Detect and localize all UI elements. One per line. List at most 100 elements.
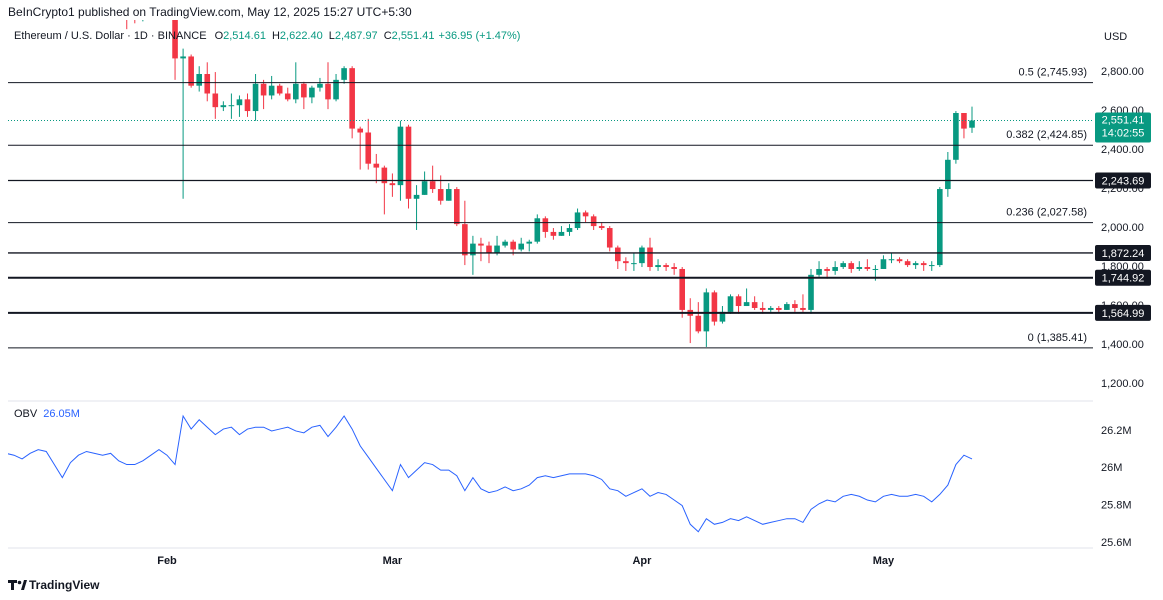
- footer-brand: TradingView: [29, 578, 100, 592]
- candle-body: [824, 268, 830, 271]
- candle-body: [244, 99, 251, 112]
- obv-line: [8, 414, 973, 533]
- ohlc-value: 2,514.61: [223, 30, 266, 42]
- price-box: [1095, 244, 1151, 261]
- x-tick-label: May: [873, 555, 895, 567]
- candle-body: [574, 212, 581, 229]
- candle-body: [937, 189, 943, 266]
- candle-body: [856, 267, 863, 269]
- candle-body: [437, 189, 444, 201]
- candle-body: [928, 265, 935, 267]
- x-tick-label: Mar: [383, 555, 403, 567]
- last-price-label: 2,551.41: [1102, 114, 1145, 126]
- candle-body: [631, 263, 637, 265]
- candle-body: [309, 87, 315, 98]
- candle-body: [896, 259, 903, 262]
- candle-body: [639, 247, 645, 264]
- candle-body: [317, 83, 323, 88]
- footer-logo: [8, 580, 27, 590]
- candle-body: [888, 259, 895, 261]
- y-tick-label: 1,400.00: [1101, 339, 1144, 351]
- candle-body: [486, 245, 492, 254]
- candle-body: [236, 99, 243, 106]
- candle-body: [268, 85, 275, 96]
- candle-body: [550, 231, 557, 236]
- candle-body: [454, 189, 460, 225]
- y-tick-label: 2,000.00: [1101, 222, 1144, 234]
- candle-body: [679, 268, 685, 310]
- price-box-label: 1,564.99: [1102, 308, 1145, 320]
- candle-body: [542, 218, 549, 232]
- candle-body: [301, 83, 307, 98]
- candle-body: [776, 307, 782, 310]
- symbol: Ethereum / U.S. Dollar · 1D · BINANCE: [14, 30, 207, 42]
- candle-body: [759, 307, 766, 310]
- candle-body: [373, 163, 380, 168]
- candle-body: [864, 267, 871, 269]
- candle-body: [598, 226, 605, 229]
- candle-body: [655, 265, 661, 268]
- ohlc-key: L: [329, 30, 335, 42]
- candle-body: [751, 302, 758, 308]
- candle-body: [510, 241, 516, 250]
- price-box: [1095, 269, 1151, 286]
- candle-body: [421, 181, 428, 195]
- candle-body: [478, 243, 484, 246]
- candle-body: [606, 228, 613, 248]
- fib-label: 0.236 (2,027.58): [1006, 207, 1087, 219]
- candle-body: [969, 120, 975, 128]
- candle-body: [727, 296, 734, 312]
- y-tick-label: 2,800.00: [1101, 66, 1144, 78]
- candle-body: [767, 307, 774, 310]
- candle-body: [172, 20, 178, 59]
- candle-body: [276, 85, 283, 94]
- candle-body: [325, 83, 331, 100]
- candle-body: [582, 212, 589, 217]
- candle-body: [357, 128, 363, 133]
- candle-body: [413, 194, 420, 199]
- candle-body: [526, 241, 533, 244]
- obv-tick-label: 25.8M: [1101, 500, 1132, 512]
- candle-body: [848, 263, 855, 269]
- candle-body: [341, 68, 347, 80]
- candle-body: [816, 268, 822, 275]
- currency: USD: [1104, 31, 1127, 43]
- candle-body: [365, 132, 372, 164]
- candle-body: [832, 267, 838, 271]
- change: +36.95 (+1.47%): [438, 30, 520, 42]
- candle-body: [381, 167, 388, 184]
- y-tick-label: 2,400.00: [1101, 144, 1144, 156]
- candle-body: [945, 159, 951, 190]
- candle-body: [494, 245, 500, 254]
- candle-body: [558, 231, 565, 236]
- indicator-name: OBV: [14, 408, 38, 420]
- obv-pane: [8, 414, 973, 533]
- candle-body: [671, 267, 677, 269]
- candle-body: [180, 56, 186, 59]
- fib-label: 0.382 (2,424.85): [1006, 129, 1087, 141]
- candle-body: [566, 228, 573, 232]
- candle-body: [397, 126, 404, 186]
- candle-body: [743, 302, 750, 307]
- candle-body: [228, 105, 235, 107]
- candle-body: [349, 68, 355, 129]
- candle-body: [872, 268, 879, 270]
- candle-body: [212, 93, 219, 108]
- candle-body: [623, 261, 629, 264]
- candle-body: [252, 83, 259, 112]
- candle-body: [904, 261, 911, 266]
- candle-body: [518, 243, 524, 250]
- indicator-legend: OBV 26.05M: [14, 408, 80, 420]
- ohlc-value: 2,622.40: [280, 30, 323, 42]
- candle-body: [912, 263, 919, 266]
- candle-body: [840, 263, 846, 268]
- candle-body: [389, 183, 396, 186]
- price-box-label: 2,243.69: [1102, 175, 1145, 187]
- price-box-label: 1,744.92: [1102, 273, 1145, 285]
- candle-body: [462, 224, 468, 256]
- x-tick-label: Apr: [632, 555, 652, 567]
- price-box: [1095, 304, 1151, 321]
- candle-body: [961, 113, 967, 129]
- candle-body: [445, 189, 452, 201]
